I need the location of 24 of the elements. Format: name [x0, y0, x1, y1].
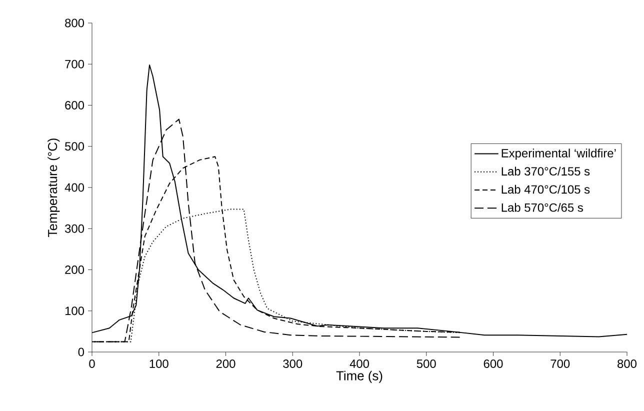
- x-tick-label: 0: [89, 360, 95, 368]
- x-tick-label: 800: [618, 360, 637, 368]
- x-tick-label: 100: [150, 360, 168, 368]
- y-tick-label: 200: [65, 266, 84, 274]
- y-tick-label: 800: [65, 18, 84, 28]
- x-tick-label: 500: [416, 360, 436, 368]
- y-tick-label: 500: [65, 142, 84, 151]
- x-tick-label: 600: [484, 360, 503, 368]
- x-tick-label: 200: [216, 360, 236, 368]
- y-tick-label: 0: [78, 348, 84, 356]
- x-tick-label: 400: [350, 360, 370, 368]
- x-tick-label: 300: [283, 360, 302, 368]
- legend-label: Lab 470°C/105 s: [502, 184, 590, 194]
- x-axis-title: Time (s): [336, 370, 382, 383]
- y-tick-label: 300: [65, 224, 84, 233]
- y-tick-label: 100: [65, 306, 84, 316]
- y-tick-label: 400: [64, 183, 84, 192]
- y-tick-label: 700: [65, 60, 84, 68]
- y-tick-label: 600: [65, 101, 84, 110]
- x-tick-label: 700: [550, 360, 570, 368]
- legend-label: Experimental ‘wildfire’: [502, 148, 616, 160]
- legend-label: Lab 370°C/155 s: [502, 166, 590, 176]
- y-axis-title: Temperature (°C): [48, 138, 60, 237]
- legend-label: Lab 570°C/65 s: [502, 203, 583, 212]
